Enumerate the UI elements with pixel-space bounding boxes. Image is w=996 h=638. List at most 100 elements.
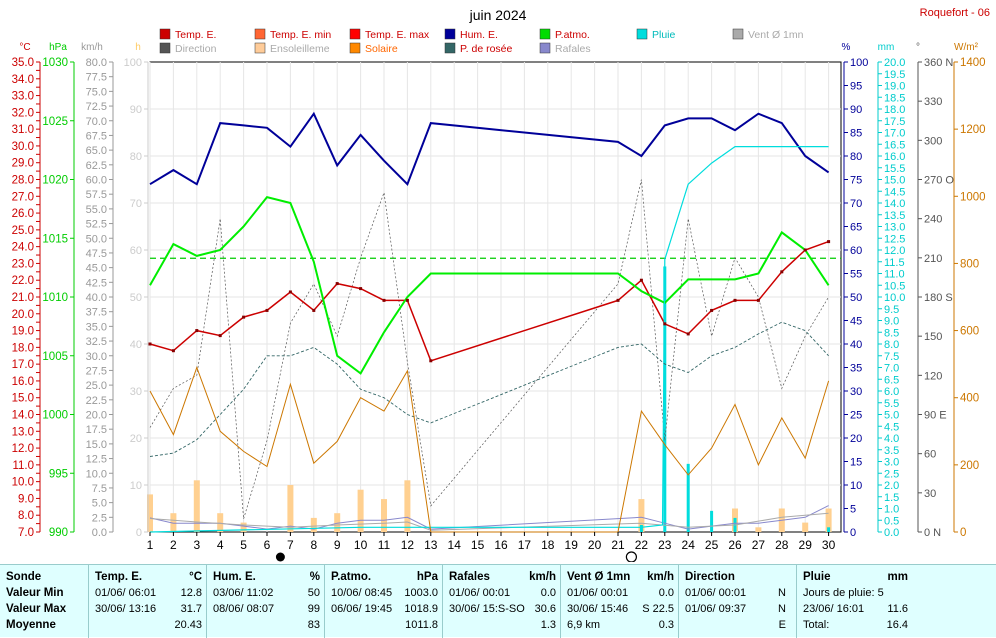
wind-axis-tick-label: 57.5 (86, 189, 107, 201)
stats-temp-header: Temp. E. (95, 571, 143, 583)
solar-axis-tick-label: 1000 (960, 191, 986, 203)
legend-label: Hum. E. (460, 29, 498, 41)
temp-axis-tick-label: 20.0 (12, 309, 34, 321)
rain-axis-tick-label: 6.0 (884, 386, 899, 398)
wind-axis-tick-label: 32.5 (86, 336, 107, 348)
solar-axis-tick-label: 800 (960, 258, 979, 270)
stats-direction-header: Direction (685, 571, 735, 583)
x-tick-label: 21 (611, 538, 625, 552)
series-hum-e- (149, 111, 830, 187)
stats-hum-min: 50 (307, 587, 320, 599)
hum-axis-tick-label: 30 (850, 386, 862, 398)
sunshine-bar (240, 522, 247, 532)
dir-axis-tick-label: 180 S (924, 292, 953, 304)
rain-axis-tick-label: 12.0 (884, 245, 905, 257)
wind-axis-tick-label: 80.0 (86, 57, 107, 69)
rain-axis-tick-label: 6.5 (884, 374, 899, 386)
legend-swatch (159, 42, 171, 54)
legend-label: P. de rosée (460, 43, 513, 55)
hum-axis-tick-label: 20 (850, 433, 862, 445)
x-tick-label: 2 (170, 538, 177, 552)
rain-axis-tick-label: 13.0 (884, 222, 905, 234)
temp-marker (359, 287, 363, 291)
x-tick-label: 27 (752, 538, 766, 552)
rain-axis-tick-label: 10.5 (884, 280, 905, 292)
temp-axis-tick-label: 12.0 (12, 443, 34, 455)
rain-axis-tick-label: 20.0 (884, 57, 905, 69)
temp-axis-tick-label: 7.0 (18, 527, 34, 539)
wind-axis-tick-label: 37.5 (86, 307, 107, 319)
temp-axis-tick-label: 9.0 (18, 493, 34, 505)
stats-direction-max-date: 01/06/ 09:37 (685, 603, 747, 615)
wind-axis-tick-label: 40.0 (86, 292, 107, 304)
unit-temp: °C (19, 42, 30, 53)
pressure-axis-tick-label: 1030 (42, 57, 68, 69)
dir-axis-tick-label: 60 (924, 449, 936, 461)
legend-label: Temp. E. (175, 29, 216, 41)
stats-temp-max-date: 30/06/ 13:16 (95, 603, 157, 615)
stats-direction-mean: E (778, 619, 786, 631)
x-tick-label: 8 (310, 538, 317, 552)
temp-marker (429, 359, 433, 363)
rain-axis-tick-label: 1.0 (884, 504, 899, 516)
stats-patmo-min: 1003.0 (404, 587, 438, 599)
temp-axis-tick-label: 10.0 (12, 477, 34, 489)
temp-axis-tick-label: 22.0 (12, 275, 34, 287)
stats-col-sonde: Sonde Valeur Min Valeur Max Moyenne (0, 565, 88, 638)
temp-axis-tick-label: 25.0 (12, 225, 34, 237)
solar-axis-tick-label: 400 (960, 393, 979, 405)
x-tick-label: 5 (240, 538, 247, 552)
wind-axis-tick-label: 0.0 (92, 527, 107, 539)
stats-hum-header: Hum. E. (213, 571, 256, 583)
rain-axis-tick-label: 9.5 (884, 304, 899, 316)
temp-axis-tick-label: 24.0 (12, 242, 34, 254)
x-tick-label: 28 (775, 538, 789, 552)
sunshine-bar (310, 517, 317, 532)
temp-marker (733, 298, 737, 302)
wind-axis-tick-label: 65.0 (86, 145, 107, 157)
x-tick-label: 7 (287, 538, 294, 552)
rain-axis-tick-label: 1.5 (884, 492, 899, 504)
legend-swatch (349, 42, 361, 54)
legend-swatch (444, 28, 456, 40)
rain-bar (663, 266, 667, 532)
x-tick-label: 22 (635, 538, 649, 552)
sunshine-bar (217, 513, 224, 532)
hum-axis-tick-label: 0 (850, 527, 856, 539)
wind-axis-tick-label: 47.5 (86, 248, 107, 260)
x-tick-label: 3 (193, 538, 200, 552)
rain-bar (686, 463, 690, 532)
dir-axis-tick-label: 240 (924, 214, 942, 226)
legend-swatch (254, 28, 266, 40)
stats-col-temp: Temp. E. °C 01/06/ 06:01 12.8 30/06/ 13:16… (88, 565, 206, 638)
hum-axis-tick-label: 10 (850, 480, 862, 492)
stats-direction-min: N (778, 587, 786, 599)
temp-marker (803, 248, 807, 252)
temp-axis-tick-label: 16.0 (12, 376, 34, 388)
temp-marker (242, 315, 246, 319)
sun-axis-tick-label: 60 (130, 245, 142, 257)
unit-dir: ° (916, 42, 920, 53)
weather-chart: juin 2024 Roquefort - 06 Temp. E. Temp. E… (12, 7, 990, 562)
bars (147, 266, 832, 532)
wind-axis-tick-label: 50.0 (86, 233, 107, 245)
x-tick-label: 18 (541, 538, 555, 552)
temp-axis-tick-label: 11.0 (12, 460, 34, 472)
sun-axis-tick-label: 80 (130, 151, 142, 163)
legend: Temp. E. Temp. E. min Temp. E. max Hum. E. P… (159, 28, 804, 55)
sunshine-bar (334, 513, 341, 532)
stats-pluie-max: 11.6 (887, 603, 908, 615)
legend-label: Solaire (365, 43, 398, 55)
stats-temp-max: 31.7 (180, 603, 202, 615)
temp-axis-tick-label: 23.0 (12, 258, 34, 270)
hum-axis-tick-label: 60 (850, 245, 862, 257)
pressure-axis-tick-label: 995 (49, 468, 68, 480)
temp-axis-tick-label: 19.0 (12, 326, 34, 338)
rain-axis-tick-label: 7.5 (884, 351, 899, 363)
stats-temp-mean: 20.43 (174, 619, 202, 631)
legend-label: Temp. E. max (365, 29, 430, 41)
legend-swatch (636, 28, 648, 40)
rain-bar (710, 510, 714, 532)
temp-axis-tick-label: 14.0 (12, 410, 34, 422)
stats-col-vent: Vent Ø 1mn km/h 01/06/ 00:01 0.0 30/06/ 15… (560, 565, 678, 638)
